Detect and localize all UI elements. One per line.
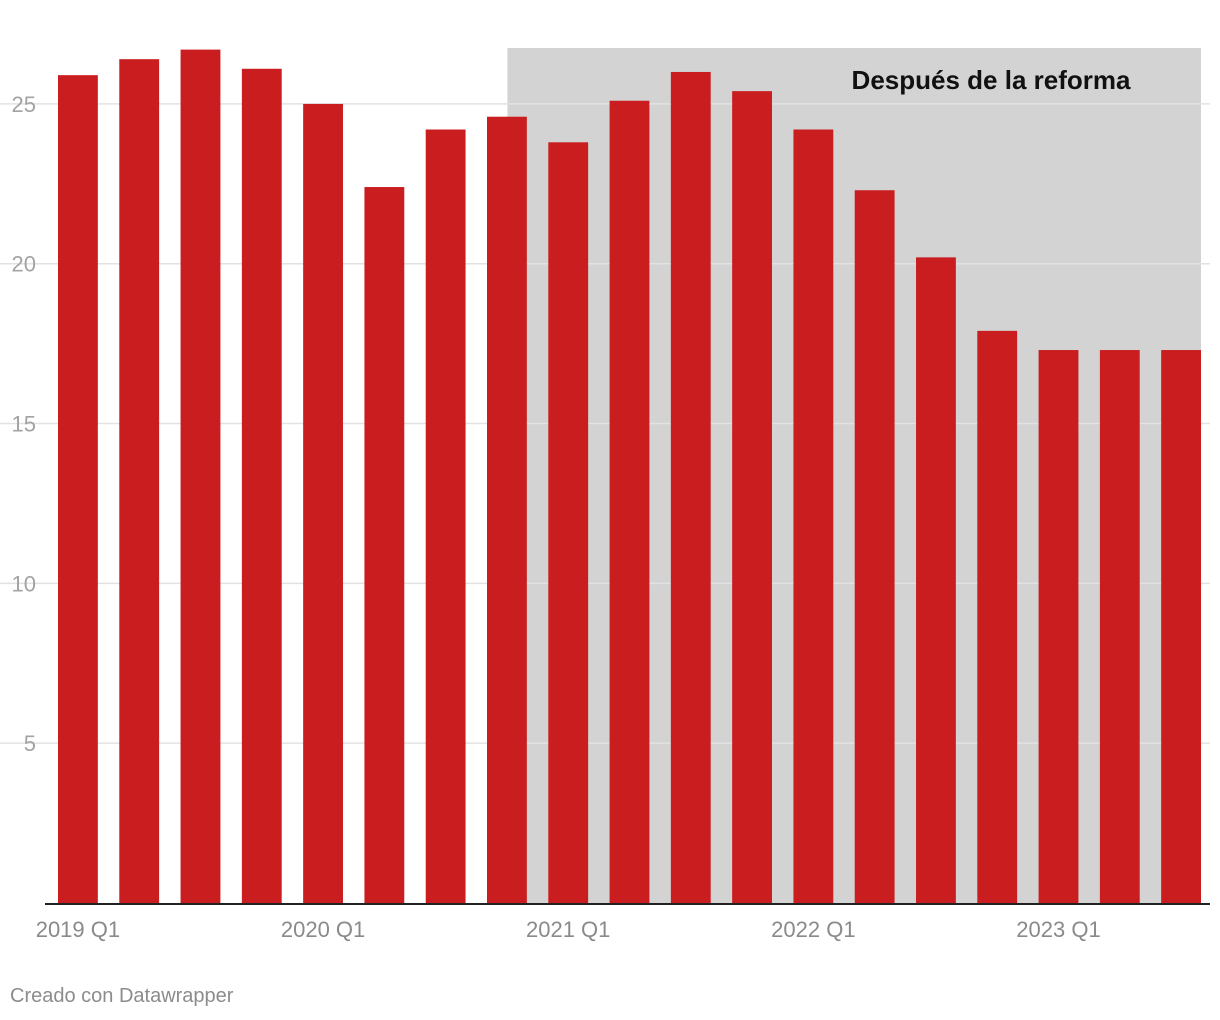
bar-2020-q3 — [425, 129, 466, 904]
bar-2022-q3 — [916, 257, 956, 904]
bar-2023-q3 — [1161, 350, 1201, 903]
bar-2020-q4 — [487, 116, 527, 904]
x-axis-ticks: 2019 Q1 2020 Q1 2021 Q1 2022 Q1 2023 Q1 — [36, 917, 1101, 942]
x-tick-label-2023-q1: 2023 Q1 — [1016, 917, 1100, 942]
bar-2021-q4 — [732, 91, 772, 903]
bar-2021-q1 — [548, 142, 589, 903]
bar-2023-q2 — [1099, 350, 1140, 903]
y-tick-label-20: 20 — [12, 252, 36, 277]
y-tick-label-5: 5 — [24, 731, 36, 756]
bar-2019-q1 — [58, 75, 98, 904]
x-tick-label-2020-q1: 2020 Q1 — [281, 917, 365, 942]
bar-2021-q2 — [609, 100, 650, 903]
bar-2022-q4 — [977, 330, 1018, 904]
bar-2020-q1 — [303, 103, 343, 904]
y-tick-label-25: 25 — [12, 92, 36, 117]
y-axis-ticks: 5 10 15 20 25 — [12, 92, 36, 756]
reform-annotation-label: Después de la reforma — [852, 65, 1131, 95]
x-tick-label-2021-q1: 2021 Q1 — [526, 917, 610, 942]
bar-2022-q1 — [793, 129, 834, 904]
bar-2022-q2 — [854, 190, 895, 903]
bar-2019-q2 — [119, 59, 160, 904]
x-tick-label-2019-q1: 2019 Q1 — [36, 917, 120, 942]
credit-text: Creado con Datawrapper — [10, 985, 234, 1007]
bar-2023-q1 — [1038, 350, 1079, 903]
y-tick-label-10: 10 — [12, 571, 36, 596]
bar-2020-q2 — [364, 187, 405, 904]
bars — [58, 49, 1201, 904]
x-tick-label-2022-q1: 2022 Q1 — [771, 917, 855, 942]
y-tick-label-15: 15 — [12, 412, 36, 437]
bar-2019-q3 — [180, 49, 221, 903]
bar-2021-q3 — [670, 71, 711, 903]
bar-2019-q4 — [241, 68, 282, 904]
